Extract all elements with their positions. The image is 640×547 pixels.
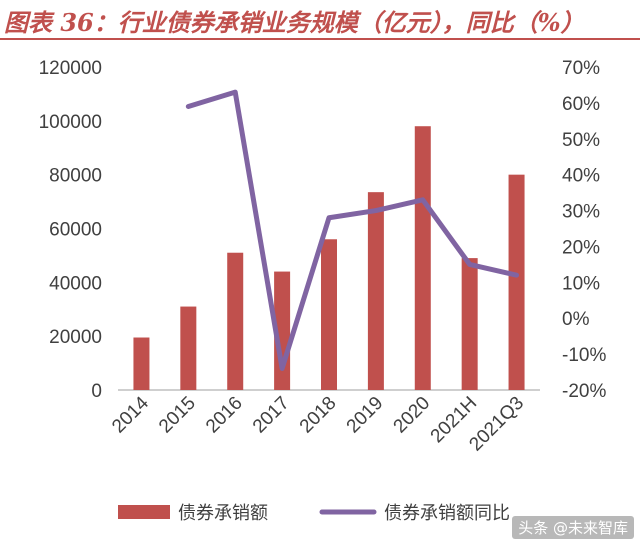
y-right-tick-label: 30% — [562, 202, 600, 223]
title-divider — [0, 38, 640, 40]
bar-2021Q3 — [508, 174, 525, 390]
bar-2016 — [227, 252, 244, 390]
y-right-tick-label: 50% — [562, 130, 600, 151]
bar-2021H — [461, 258, 478, 390]
y-right-tick-label: 10% — [562, 273, 600, 294]
yoy-line — [185, 89, 520, 371]
y-right-tick-label: 70% — [562, 58, 600, 79]
y-right-tick-label: 60% — [562, 94, 600, 115]
y-left-tick-label: 0 — [91, 381, 102, 402]
y-left-tick-label: 120000 — [39, 58, 102, 79]
x-tick-label: 2014 — [108, 392, 153, 437]
watermark: 头条 @未来智库 — [512, 516, 634, 539]
bar-2018 — [321, 239, 337, 390]
y-right-tick-label: 20% — [562, 237, 600, 258]
y-left-tick-label: 40000 — [49, 273, 102, 294]
chart-title: 图表 36：行业债券承销业务规模（亿元），同比（%） — [4, 8, 585, 37]
y-left-tick-label: 20000 — [49, 327, 102, 348]
y-left-tick-label: 100000 — [39, 112, 102, 133]
bar-2019 — [367, 192, 384, 390]
bar-2015 — [180, 306, 197, 390]
x-tick-label: 2017 — [249, 393, 294, 438]
bar-2020 — [414, 126, 431, 390]
y-right-tick-label: 40% — [562, 166, 600, 187]
y-right-tick-label: 0% — [562, 309, 590, 330]
legend-label-line: 债券承销额同比 — [384, 503, 510, 524]
y-right-tick-label: -10% — [562, 345, 606, 366]
title-bar: 图表 36：行业债券承销业务规模（亿元），同比（%） — [0, 0, 640, 40]
y-left-tick-label: 60000 — [49, 220, 102, 241]
x-tick-label: 2019 — [343, 393, 388, 438]
combo-chart: 0 20000 40000 60000 80000 100000 120000 -20% -10… — [39, 58, 607, 524]
x-tick-label: 2018 — [296, 393, 341, 438]
y-right-tick-label: -20% — [562, 381, 606, 402]
legend-swatch-bars — [118, 505, 170, 519]
x-tick-label: 2015 — [155, 393, 200, 438]
y-left-tick-label: 80000 — [49, 166, 102, 187]
legend-label-bars: 债券承销额 — [178, 503, 268, 524]
x-tick-label: 2016 — [202, 393, 247, 438]
bar-2014 — [133, 337, 150, 390]
